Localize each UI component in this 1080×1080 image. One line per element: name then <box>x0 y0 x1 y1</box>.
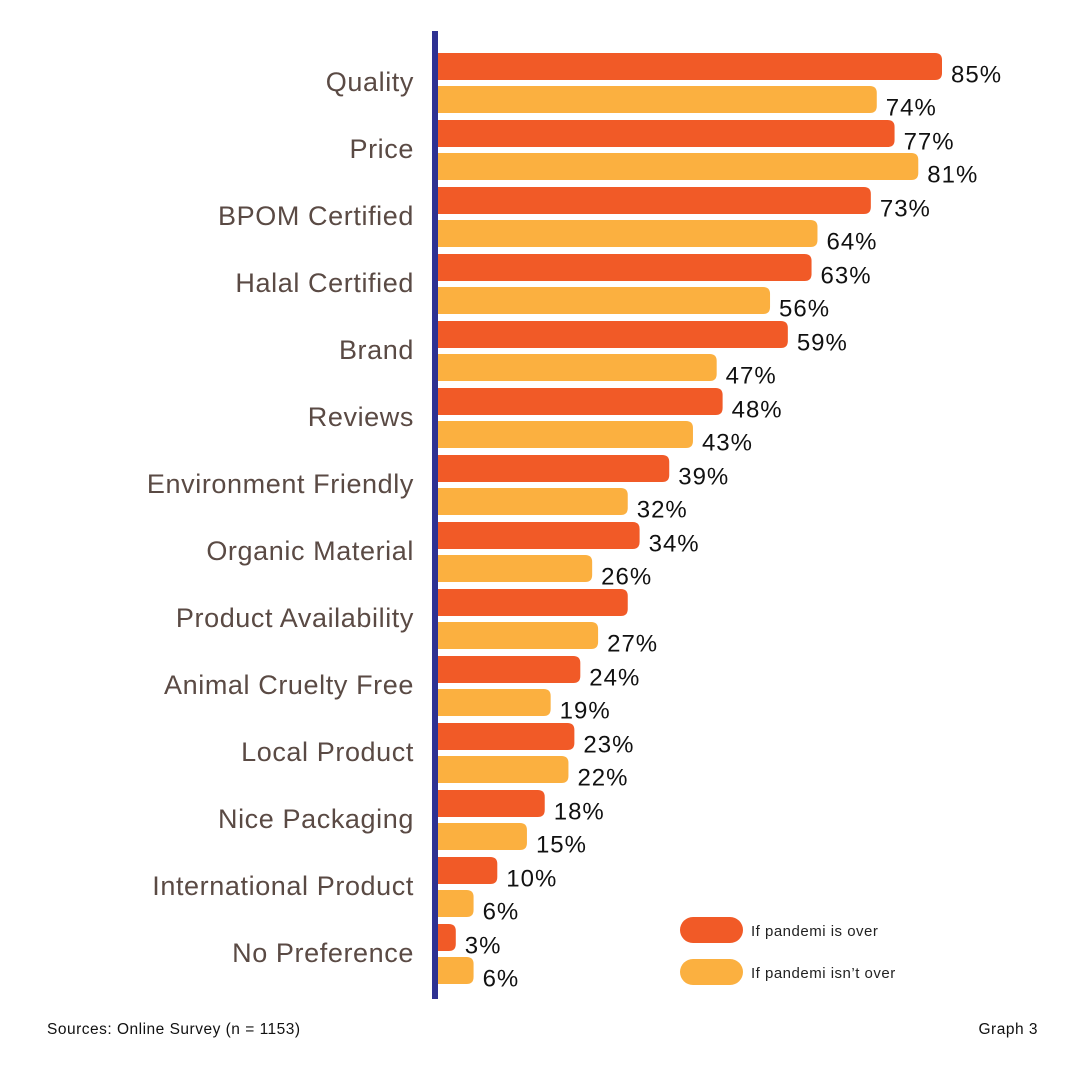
bar-nice-packaging-series-2 <box>438 823 527 850</box>
legend-label-series-2: If pandemi isn’t over <box>751 965 896 982</box>
data-label-nice-packaging-series-2: 15% <box>536 832 587 859</box>
data-label-brand-series-2: 47% <box>726 363 777 390</box>
category-label-quality: Quality <box>326 67 414 97</box>
bar-quality-series-1 <box>438 53 942 80</box>
category-label-bpom-certified: BPOM Certified <box>218 201 414 231</box>
category-label-organic-material: Organic Material <box>206 536 414 566</box>
legend-swatch-series-2 <box>680 959 743 985</box>
data-label-international-product-series-2: 6% <box>483 899 520 926</box>
category-label-international-product: International Product <box>152 871 414 901</box>
bar-bpom-certified-series-1 <box>438 187 871 214</box>
bar-local-product-series-2 <box>438 756 569 783</box>
bar-organic-material-series-1 <box>438 522 640 549</box>
category-label-price: Price <box>349 134 414 164</box>
data-label-nice-packaging-series-1: 18% <box>554 799 605 826</box>
bar-price-series-2 <box>438 153 919 180</box>
bar-no-preference-series-2 <box>438 957 474 984</box>
bar-local-product-series-1 <box>438 723 575 750</box>
data-label-reviews-series-1: 48% <box>732 397 783 424</box>
bar-environment-friendly-series-1 <box>438 455 670 482</box>
bar-organic-material-series-2 <box>438 555 593 582</box>
bar-brand-series-2 <box>438 354 717 381</box>
data-label-bpom-certified-series-1: 73% <box>880 196 931 223</box>
data-label-bpom-certified-series-2: 64% <box>826 229 877 256</box>
data-label-price-series-2: 81% <box>927 162 978 189</box>
data-label-no-preference-series-1: 3% <box>465 933 502 960</box>
data-label-reviews-series-2: 43% <box>702 430 753 457</box>
legend-swatch-series-1 <box>680 917 743 943</box>
data-label-brand-series-1: 59% <box>797 330 848 357</box>
source-note: Sources: Online Survey (n = 1153) <box>47 1021 301 1038</box>
category-label-reviews: Reviews <box>308 402 414 432</box>
bar-nice-packaging-series-1 <box>438 790 545 817</box>
data-label-animal-cruelty-free-series-2: 19% <box>560 698 611 725</box>
category-label-local-product: Local Product <box>241 737 414 767</box>
graph-number: Graph 3 <box>978 1021 1038 1038</box>
bar-reviews-series-1 <box>438 388 723 415</box>
data-label-local-product-series-1: 23% <box>583 732 634 759</box>
data-label-product-availability-series-2: 27% <box>607 631 658 658</box>
legend-label-series-1: If pandemi is over <box>751 923 878 940</box>
bar-no-preference-series-1 <box>438 924 456 951</box>
data-label-animal-cruelty-free-series-1: 24% <box>589 665 640 692</box>
data-label-international-product-series-1: 10% <box>506 866 557 893</box>
category-label-halal-certified: Halal Certified <box>235 268 414 298</box>
data-label-quality-series-2: 74% <box>886 95 937 122</box>
data-label-local-product-series-2: 22% <box>577 765 628 792</box>
y-axis-line <box>432 31 438 999</box>
bar-international-product-series-2 <box>438 890 474 917</box>
bar-quality-series-2 <box>438 86 877 113</box>
data-label-organic-material-series-2: 26% <box>601 564 652 591</box>
category-label-animal-cruelty-free: Animal Cruelty Free <box>164 670 414 700</box>
data-label-halal-certified-series-2: 56% <box>779 296 830 323</box>
bar-environment-friendly-series-2 <box>438 488 628 515</box>
category-label-brand: Brand <box>339 335 414 365</box>
bar-bpom-certified-series-2 <box>438 220 818 247</box>
data-label-halal-certified-series-1: 63% <box>821 263 872 290</box>
category-label-product-availability: Product Availability <box>176 603 414 633</box>
data-label-quality-series-1: 85% <box>951 62 1002 89</box>
data-label-no-preference-series-2: 6% <box>483 966 520 993</box>
bar-halal-certified-series-2 <box>438 287 771 314</box>
data-label-environment-friendly-series-1: 39% <box>678 464 729 491</box>
bar-product-availability-series-1 <box>438 589 628 616</box>
bar-animal-cruelty-free-series-1 <box>438 656 581 683</box>
data-label-organic-material-series-1: 34% <box>649 531 700 558</box>
bar-reviews-series-2 <box>438 421 693 448</box>
data-label-environment-friendly-series-2: 32% <box>637 497 688 524</box>
bar-animal-cruelty-free-series-2 <box>438 689 551 716</box>
bar-halal-certified-series-1 <box>438 254 812 281</box>
category-label-no-preference: No Preference <box>232 938 414 968</box>
bar-brand-series-1 <box>438 321 788 348</box>
data-label-price-series-1: 77% <box>904 129 955 156</box>
bar-product-availability-series-2 <box>438 622 599 649</box>
bar-international-product-series-1 <box>438 857 498 884</box>
bar-price-series-1 <box>438 120 895 147</box>
category-label-environment-friendly: Environment Friendly <box>147 469 414 499</box>
category-label-nice-packaging: Nice Packaging <box>218 804 414 834</box>
